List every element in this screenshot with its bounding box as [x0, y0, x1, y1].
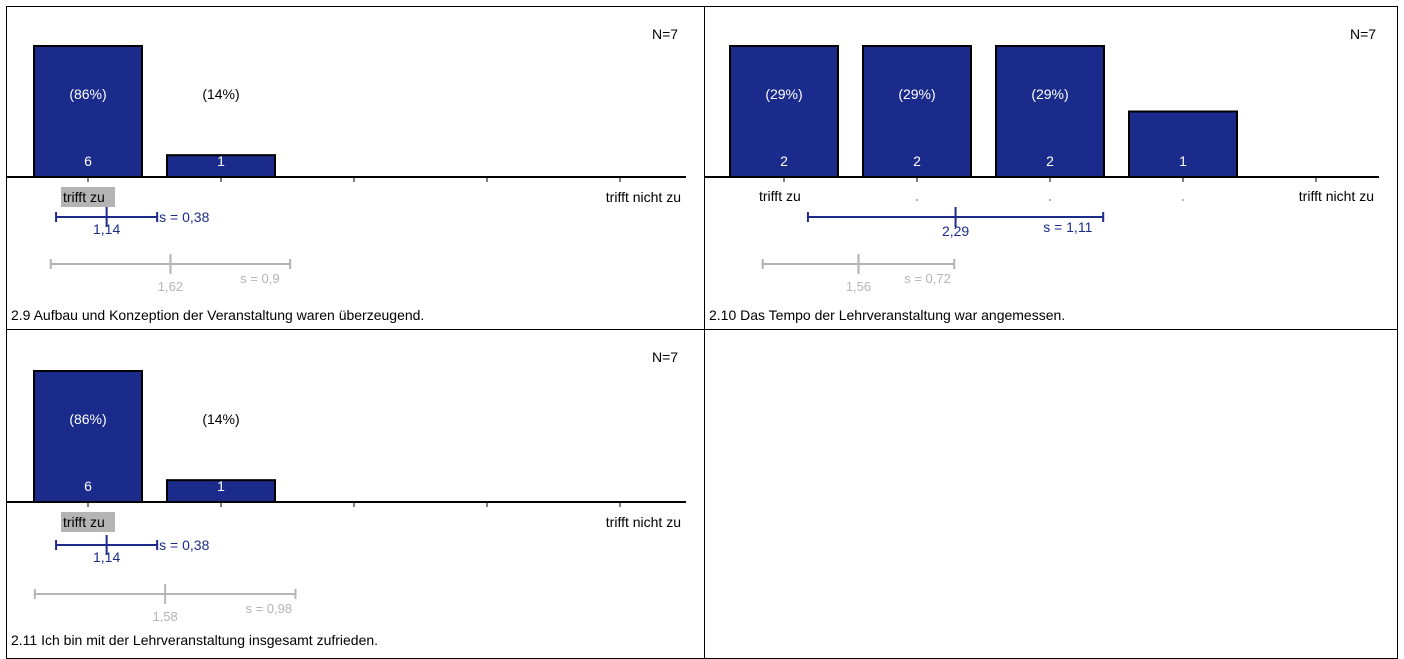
left-pole-label: trifft zu — [61, 187, 115, 207]
n-label: N=7 — [652, 349, 678, 365]
bar — [1128, 110, 1238, 178]
percent-label: (29%) — [765, 86, 802, 102]
count-label: 1 — [217, 153, 225, 169]
n-label: N=7 — [1350, 26, 1376, 42]
count-label: 2 — [780, 153, 788, 169]
chart-svg: N=7 (29%) 2 (29%) 2 (29%) 2 (14%) 1 trifft zu trif… — [705, 26, 1379, 294]
right-pole-label: trifft nicht zu — [606, 189, 681, 205]
question-caption: 2.10 Das Tempo der Lehrveranstaltung war… — [709, 307, 1066, 323]
chart-svg: N=7 (86%) 6 (14%) 1 trifft zu trifft nicht zu 1… — [7, 26, 686, 294]
percent-label: (86%) — [69, 411, 106, 427]
sd-value-label: s = 0,38 — [159, 537, 209, 553]
right-pole-label: trifft nicht zu — [1299, 188, 1374, 204]
right-pole-label: trifft nicht zu — [606, 514, 681, 530]
left-pole-text: trifft zu — [63, 189, 105, 205]
n-label: N=7 — [652, 26, 678, 42]
comparison-sd-label: s = 0,9 — [240, 271, 279, 286]
bar — [33, 45, 143, 178]
comparison-sd-label: s = 0,98 — [245, 601, 292, 616]
percent-label: (14%) — [1164, 86, 1201, 102]
question-caption: 2.9 Aufbau und Konzeption der Veranstalt… — [11, 307, 425, 323]
label-highlight — [61, 187, 115, 207]
chart-panel-2-9: N=7 (86%) 6 (14%) 1 trifft zu trifft nicht zu 1… — [6, 6, 705, 330]
bar — [995, 45, 1105, 178]
percent-label: (14%) — [202, 86, 239, 102]
left-pole-label: trifft zu — [61, 512, 115, 532]
bar — [33, 370, 143, 503]
sd-value-label: s = 1,11 — [1043, 219, 1092, 235]
count-label: 1 — [1179, 153, 1187, 169]
question-caption: 2.11 Ich bin mit der Lehrveranstaltung i… — [11, 632, 379, 648]
chart-panel-2-10: N=7 (29%) 2 (29%) 2 (29%) 2 (14%) 1 trifft zu trif… — [704, 6, 1398, 330]
count-label: 2 — [1046, 153, 1054, 169]
count-label: 6 — [84, 153, 92, 169]
scale-dot — [1182, 199, 1184, 201]
mean-value-label: 1,14 — [93, 221, 120, 237]
count-label: 2 — [913, 153, 921, 169]
comparison-sd-label: s = 0,72 — [904, 271, 951, 286]
bar — [862, 45, 972, 178]
scale-dot — [916, 199, 918, 201]
left-pole-text: trifft zu — [759, 188, 801, 204]
comparison-mean-label: 1,56 — [846, 279, 871, 294]
count-label: 1 — [217, 478, 225, 494]
scale-dot — [1049, 199, 1051, 201]
bar — [729, 45, 839, 178]
comparison-mean-label: 1,58 — [152, 609, 177, 622]
mean-value-label: 1,14 — [93, 549, 120, 565]
left-pole-text: trifft zu — [63, 514, 105, 530]
label-highlight — [61, 512, 115, 532]
percent-label: (29%) — [898, 86, 935, 102]
mean-value-label: 2,29 — [942, 223, 969, 239]
comparison-mean-label: 1,62 — [158, 279, 183, 294]
sd-value-label: s = 0,38 — [159, 209, 209, 225]
left-pole-label: trifft zu — [759, 188, 801, 204]
empty-panel — [704, 329, 1398, 659]
percent-label: (29%) — [1031, 86, 1068, 102]
percent-label: (86%) — [69, 86, 106, 102]
chart-svg: N=7 (86%) 6 (14%) 1 trifft zu trifft nicht zu 1… — [7, 349, 686, 622]
percent-label: (14%) — [202, 411, 239, 427]
count-label: 6 — [84, 478, 92, 494]
chart-panel-2-11: N=7 (86%) 6 (14%) 1 trifft zu trifft nicht zu 1… — [6, 329, 705, 659]
